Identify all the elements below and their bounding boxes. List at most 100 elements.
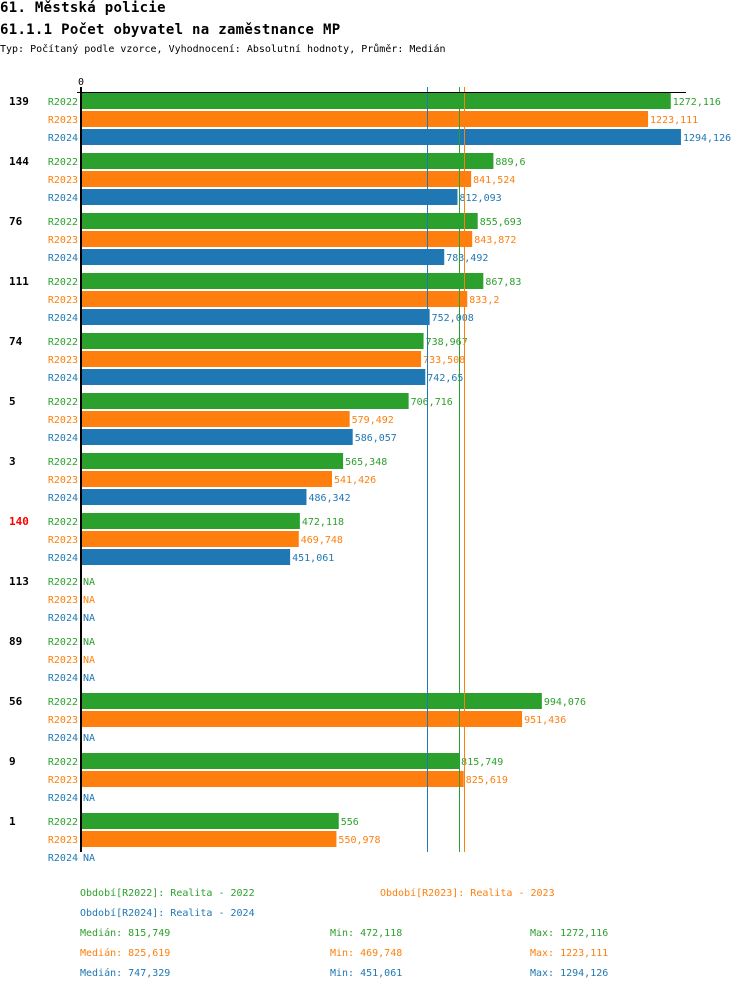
series-label-r2023: R2023: [48, 655, 78, 666]
bar-r2023: [81, 471, 333, 487]
bar-r2023: [81, 351, 422, 367]
series-label-r2024: R2024: [48, 853, 78, 864]
group-label: 1: [9, 815, 16, 828]
group-label: 3: [9, 455, 16, 468]
bar-r2024: [81, 429, 353, 445]
series-label-r2023: R2023: [48, 295, 78, 306]
series-label-r2022: R2022: [48, 697, 78, 708]
value-label-r2023: 733,508: [423, 355, 465, 366]
value-label-r2024: 812,093: [459, 193, 501, 204]
value-label-r2023: 825,619: [466, 775, 508, 786]
series-label-r2023: R2023: [48, 535, 78, 546]
value-label-r2023: 843,872: [474, 235, 516, 246]
bar-r2022: [81, 93, 671, 109]
value-label-r2023: 579,492: [352, 415, 394, 426]
bar-r2022: [81, 813, 339, 829]
series-label-r2023: R2023: [48, 595, 78, 606]
stat-median-r2023: Medián: 825,619: [80, 948, 171, 959]
series-label-r2022: R2022: [48, 157, 78, 168]
value-label-r2024: 1294,126: [683, 133, 731, 144]
bar-r2024: [81, 249, 445, 265]
bar-r2023: [81, 171, 472, 187]
group-label: 9: [9, 755, 16, 768]
stat-median-r2022: Medián: 815,749: [80, 928, 171, 939]
stat-max-r2024: Max: 1294,126: [530, 968, 609, 979]
series-label-r2024: R2024: [48, 133, 78, 144]
group-label: 5: [9, 395, 16, 408]
value-label-r2024: 586,057: [355, 433, 397, 444]
chart-title: 61.1.1 Počet obyvatel na zaměstnance MP: [0, 22, 341, 38]
value-label-r2023: NA: [83, 655, 95, 666]
series-label-r2024: R2024: [48, 253, 78, 264]
bar-r2023: [81, 291, 468, 307]
bar-r2023: [81, 111, 649, 127]
value-label-r2022: 472,118: [302, 517, 344, 528]
bar-r2022: [81, 273, 484, 289]
value-label-r2024: NA: [83, 853, 95, 864]
series-label-r2023: R2023: [48, 835, 78, 846]
stat-median-r2024: Medián: 747,329: [80, 968, 171, 979]
group-label: 89: [9, 635, 22, 648]
series-label-r2024: R2024: [48, 673, 78, 684]
series-label-r2023: R2023: [48, 175, 78, 186]
series-label-r2023: R2023: [48, 115, 78, 126]
series-label-r2022: R2022: [48, 817, 78, 828]
stat-min-r2022: Min: 472,118: [330, 928, 403, 939]
value-label-r2024: 783,492: [446, 253, 488, 264]
value-label-r2024: 451,061: [292, 553, 334, 564]
bar-r2022: [81, 333, 424, 349]
series-label-r2024: R2024: [48, 613, 78, 624]
series-label-r2022: R2022: [48, 337, 78, 348]
series-label-r2022: R2022: [48, 757, 78, 768]
group-label: 113: [9, 575, 29, 588]
value-label-r2023: 841,524: [473, 175, 515, 186]
series-label-r2022: R2022: [48, 397, 78, 408]
series-label-r2022: R2022: [48, 517, 78, 528]
value-label-r2023: NA: [83, 595, 95, 606]
series-label-r2024: R2024: [48, 493, 78, 504]
value-label-r2024: NA: [83, 673, 95, 684]
group-label: 139: [9, 95, 29, 108]
group-label: 76: [9, 215, 23, 228]
value-label-r2024: 742,65: [427, 373, 463, 384]
value-label-r2022: 815,749: [461, 757, 503, 768]
group-label: 74: [9, 335, 23, 348]
bar-r2024: [81, 189, 458, 205]
bar-r2022: [81, 513, 300, 529]
series-label-r2023: R2023: [48, 475, 78, 486]
bar-r2023: [81, 531, 299, 547]
series-label-r2023: R2023: [48, 715, 78, 726]
series-label-r2023: R2023: [48, 235, 78, 246]
bar-r2023: [81, 711, 523, 727]
value-label-r2024: NA: [83, 733, 95, 744]
series-label-r2024: R2024: [48, 193, 78, 204]
bar-r2024: [81, 369, 426, 385]
value-label-r2022: 994,076: [544, 697, 586, 708]
series-label-r2024: R2024: [48, 433, 78, 444]
bar-r2022: [81, 393, 409, 409]
value-label-r2022: 556: [341, 817, 359, 828]
bar-r2024: [81, 489, 307, 505]
value-label-r2024: NA: [83, 793, 95, 804]
stat-min-r2024: Min: 451,061: [330, 968, 403, 979]
legend-item-r2023: Období[R2023]: Realita - 2023: [380, 888, 555, 899]
bar-r2023: [81, 231, 473, 247]
legend-item-r2024: Období[R2024]: Realita - 2024: [80, 908, 255, 919]
bar-r2023: [81, 411, 350, 427]
bar-r2024: [81, 129, 681, 145]
chart-subtitle: Typ: Počítaný podle vzorce, Vyhodnocení:…: [0, 44, 446, 55]
series-label-r2024: R2024: [48, 553, 78, 564]
legend-item-r2022: Období[R2022]: Realita - 2022: [80, 888, 255, 899]
value-label-r2022: NA: [83, 577, 95, 588]
stat-min-r2023: Min: 469,748: [330, 948, 403, 959]
bar-r2022: [81, 153, 494, 169]
bar-r2022: [81, 453, 344, 469]
value-label-r2023: 951,436: [524, 715, 566, 726]
value-label-r2022: 565,348: [345, 457, 387, 468]
series-label-r2022: R2022: [48, 97, 78, 108]
series-label-r2024: R2024: [48, 313, 78, 324]
series-label-r2022: R2022: [48, 277, 78, 288]
value-label-r2022: 706,716: [411, 397, 453, 408]
series-label-r2023: R2023: [48, 775, 78, 786]
x-tick-label-0: 0: [78, 77, 84, 88]
